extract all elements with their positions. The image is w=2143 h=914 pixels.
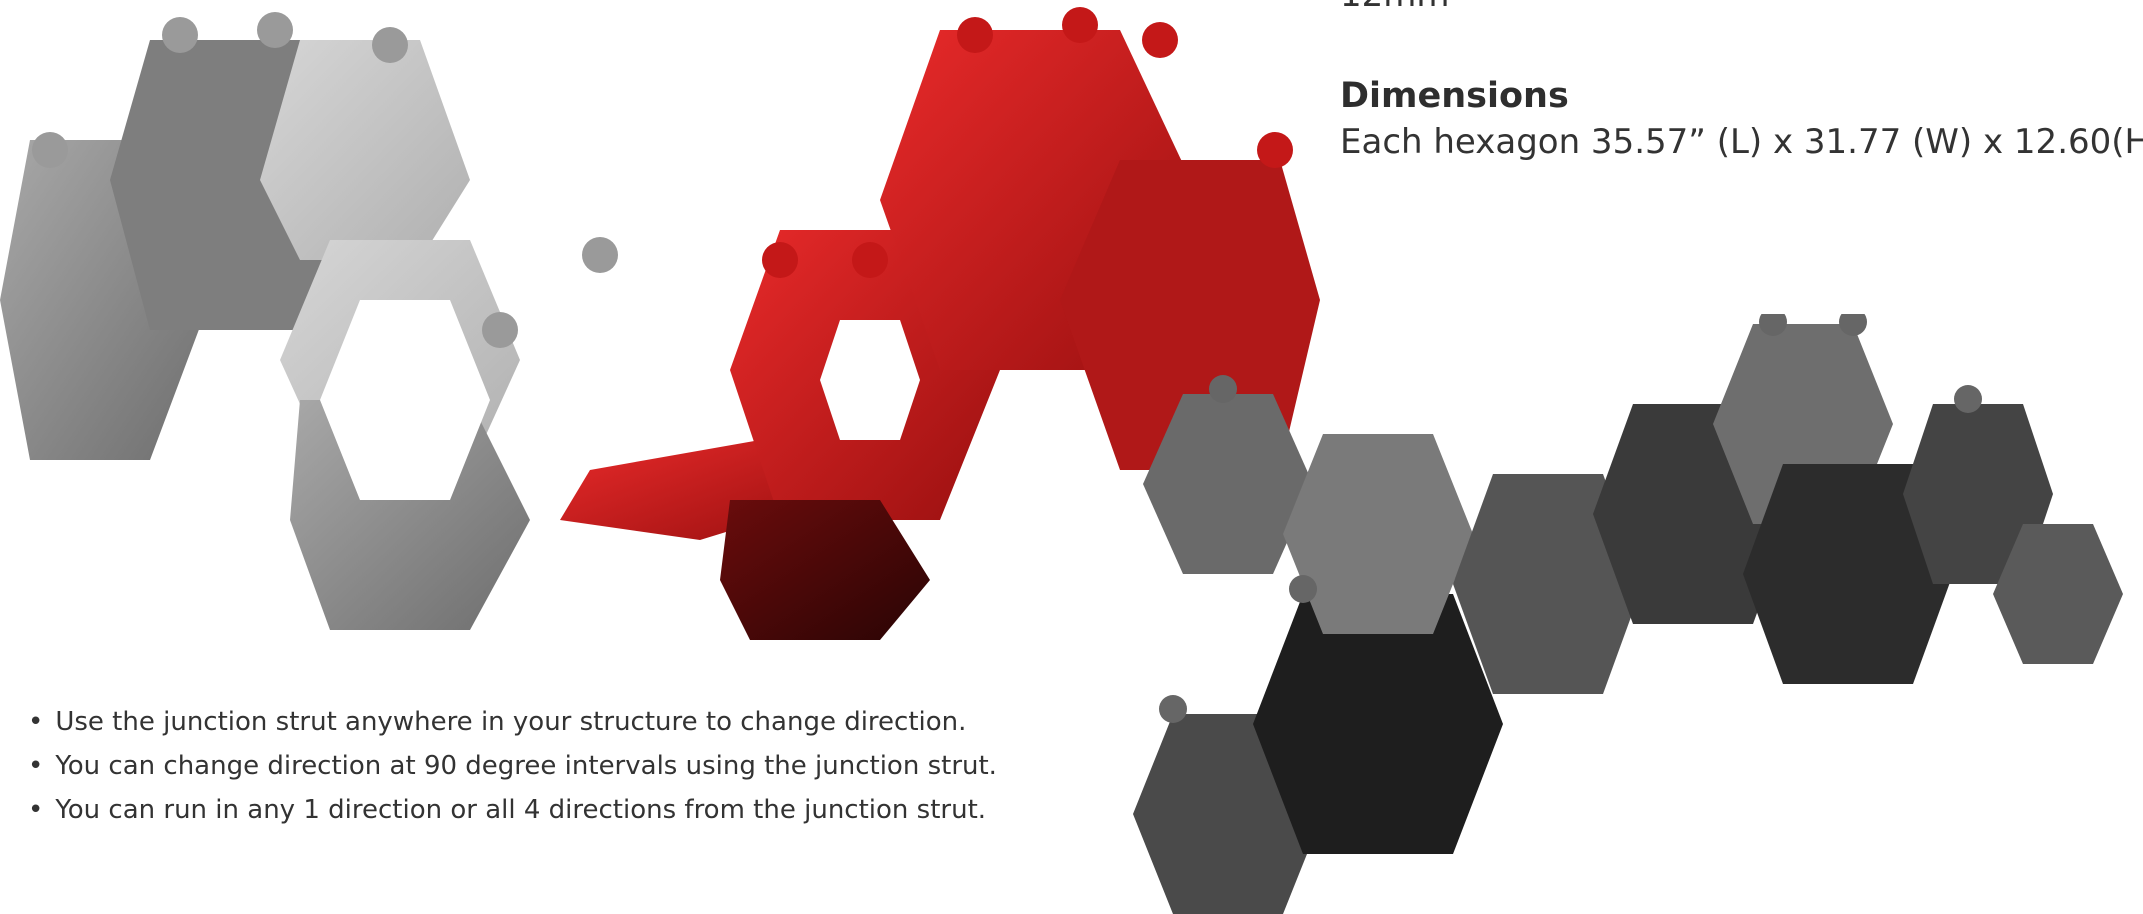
dark-hexagon [1453,474,1643,694]
thickness-value: 12mm [1340,0,1450,12]
dark-hexagon [1993,524,2123,664]
dimensions-heading: Dimensions [1340,76,1569,116]
dark-hexagon [1903,404,2053,584]
dark-hexagon-structure-image [1133,314,2123,914]
hexagon-structure-image [0,7,1320,640]
dark-hexagon [1143,394,1313,574]
dark-hexagon [1283,434,1473,634]
feature-item: Use the junction strut anywhere in your … [28,700,997,744]
light-hexagon [260,40,470,260]
red-hexagon [1060,160,1320,470]
hexagon-cutout [820,320,920,440]
feature-list: Use the junction strut anywhere in your … [28,700,997,832]
dimensions-text: Each hexagon 35.57” (L) x 31.77 (W) x 12… [1340,122,2143,162]
dark-hexagon [1253,594,1503,854]
hexagon-cutout [320,300,490,500]
feature-item: You can change direction at 90 degree in… [28,744,997,788]
red-hexagon-shadow [720,500,930,640]
dark-hexagon [1743,464,1953,684]
feature-item: You can run in any 1 direction or all 4 … [28,788,997,832]
